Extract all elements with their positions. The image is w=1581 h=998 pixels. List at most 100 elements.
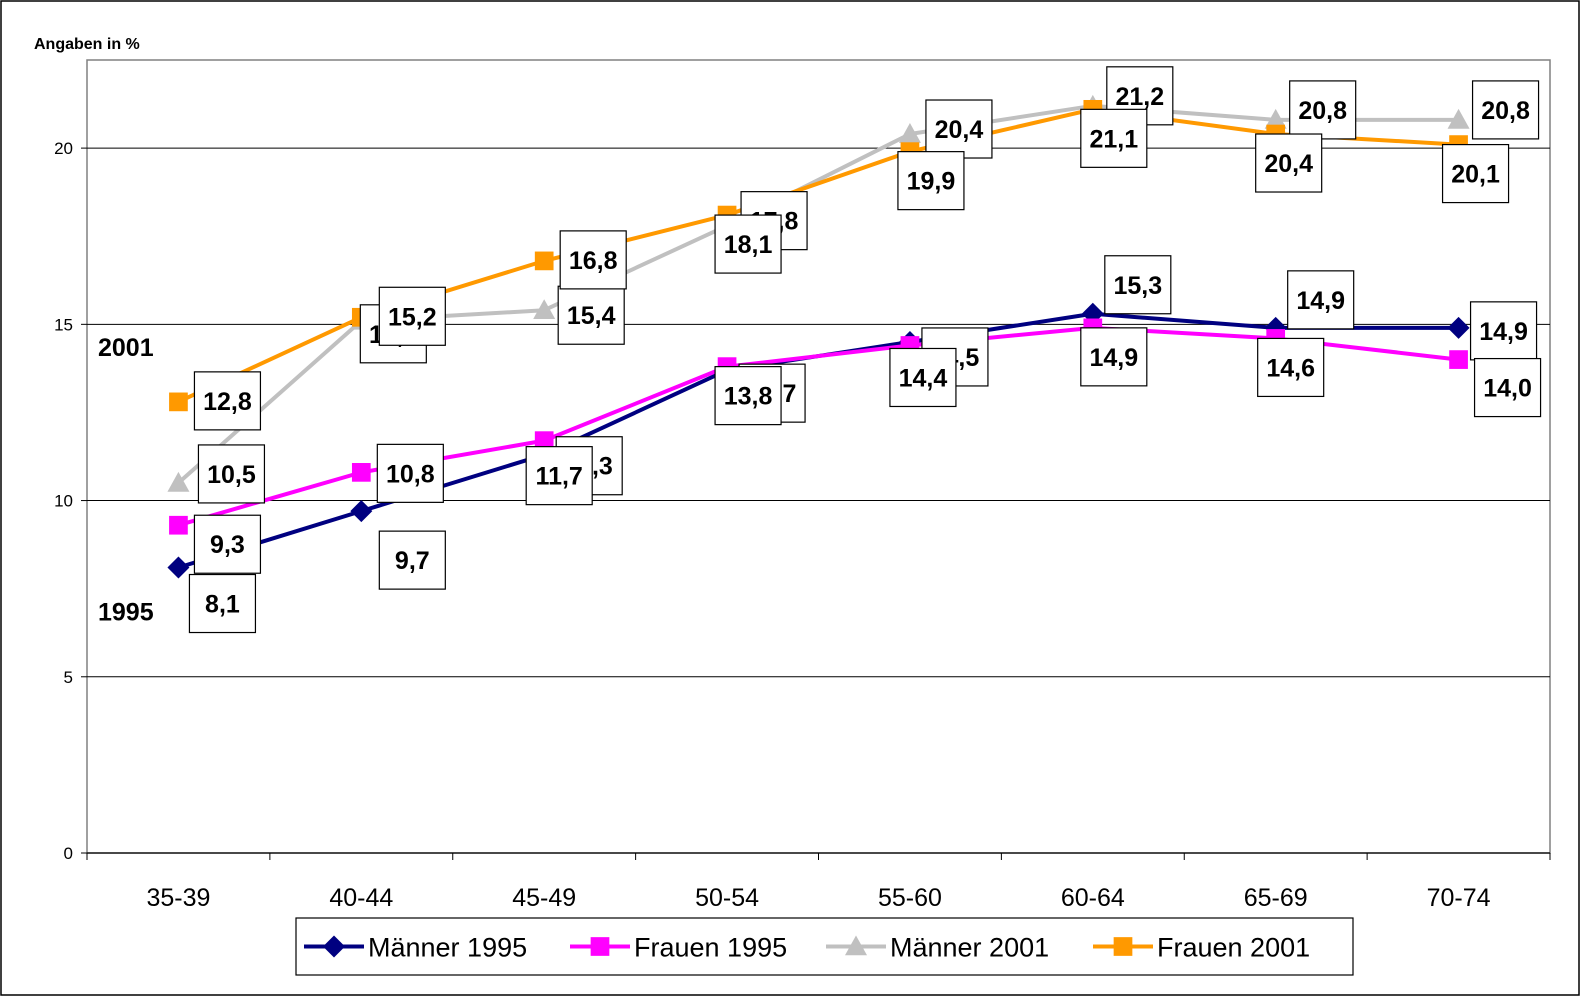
data-point [350,500,373,523]
svg-text:Männer 2001: Männer 2001 [890,933,1049,963]
svg-text:Männer 1995: Männer 1995 [368,933,527,963]
x-tick-label: 70-74 [1427,884,1491,912]
data-point [898,123,921,143]
legend-marker [1113,937,1133,956]
svg-text:20,1: 20,1 [1451,161,1500,189]
legend-marker [590,937,610,956]
legend-item: Frauen 2001 [1093,933,1310,963]
legend-marker [845,935,867,956]
data-label: 10,8 [376,443,444,503]
data-point [1447,108,1470,129]
svg-text:10,5: 10,5 [207,461,256,489]
svg-text:10,8: 10,8 [386,460,435,488]
y-tick-label: 10 [54,492,73,511]
data-label: 14,6 [1257,337,1325,398]
year-annotation: 1995 [98,598,154,626]
y-tick-label: 20 [54,139,73,158]
y-tick-label: 5 [64,668,73,687]
data-label: 13,8 [714,366,782,426]
data-label: 20,4 [925,99,993,159]
data-point [533,299,556,320]
y-tick-label: 0 [64,844,73,863]
year-annotation: 2001 [98,334,154,362]
data-label: 9,3 [193,514,262,574]
svg-text:11,7: 11,7 [536,463,583,491]
data-point [1264,108,1287,129]
annotations: 2001 1995 [98,334,154,626]
data-label: 21,1 [1080,108,1148,168]
data-label: 14,0 [1473,357,1542,418]
svg-text:Frauen 1995: Frauen 1995 [634,933,787,963]
data-label: 16,8 [559,230,627,290]
data-label: 15,2 [378,286,446,346]
data-point [1449,350,1468,369]
svg-text:15,3: 15,3 [1113,272,1162,300]
svg-text:14,0: 14,0 [1483,375,1532,403]
svg-text:8,1: 8,1 [205,591,240,619]
svg-text:14,4: 14,4 [899,364,948,392]
data-point [1447,316,1470,339]
svg-text:20,4: 20,4 [935,116,984,144]
data-label: 15,3 [1104,255,1172,315]
data-point [167,556,190,579]
data-label: 20,8 [1289,80,1357,140]
data-point [351,463,371,482]
legend-item: Frauen 1995 [570,933,787,963]
data-label: 14,9 [1287,270,1355,330]
y-tick-label: 15 [54,315,73,334]
data-label: 11,7 [525,446,593,506]
svg-text:20,8: 20,8 [1481,97,1530,125]
svg-text:14,9: 14,9 [1089,344,1138,372]
data-point [534,431,554,450]
data-label: 9,7 [378,530,446,590]
x-tick-label: 40-44 [329,884,393,912]
svg-text:15,2: 15,2 [388,303,437,331]
data-labels: 8,19,711,313,714,515,314,914,99,310,811,… [188,66,1542,634]
svg-text:13,8: 13,8 [724,383,773,411]
svg-text:18,1: 18,1 [724,231,773,259]
svg-text:12,8: 12,8 [203,388,252,416]
x-tick-label: 55-60 [878,884,942,912]
svg-text:Frauen 2001: Frauen 2001 [1157,933,1310,963]
unit-label: Angaben in % [34,36,140,53]
legend-item: Männer 2001 [826,933,1049,963]
data-label: 12,8 [193,371,262,431]
data-label: 19,9 [897,151,965,211]
svg-text:16,8: 16,8 [569,247,618,275]
data-label: 20,4 [1255,133,1323,193]
data-point [169,515,188,535]
svg-text:9,7: 9,7 [395,547,430,575]
svg-text:14,9: 14,9 [1479,318,1528,346]
svg-text:20,8: 20,8 [1298,97,1347,125]
legend-marker [323,935,345,958]
svg-text:14,9: 14,9 [1296,287,1345,315]
svg-text:14,6: 14,6 [1266,354,1315,382]
data-label: 10,5 [197,444,266,504]
svg-text:20,4: 20,4 [1264,150,1313,178]
x-tick-label: 45-49 [512,884,576,912]
data-label: 20,1 [1441,143,1510,204]
svg-text:21,2: 21,2 [1115,83,1164,111]
data-label: 14,4 [889,347,957,408]
data-label: 8,1 [188,573,257,634]
svg-text:19,9: 19,9 [907,168,956,196]
data-label: 14,9 [1469,301,1538,361]
data-point [534,251,554,271]
svg-text:15,4: 15,4 [567,302,616,330]
x-tick-label: 60-64 [1061,884,1125,912]
data-point [169,392,188,412]
data-label: 18,1 [714,214,782,274]
data-point [167,471,190,492]
svg-text:21,1: 21,1 [1089,125,1138,153]
data-label: 20,8 [1471,80,1540,140]
x-tick-label: 35-39 [146,884,210,912]
legend-box [295,917,1354,976]
axes: 0 5 10 15 20 35-39 40-44 45-49 50-54 55-60 60-64 65… [54,139,1551,912]
legend-item: Männer 1995 [304,933,527,963]
svg-text:9,3: 9,3 [210,531,245,559]
x-tick-label: 50-54 [695,884,759,912]
data-label: 15,4 [557,285,625,345]
legend: Männer 1995 Frauen 1995 Männer 2001 Frauen … [295,917,1354,976]
